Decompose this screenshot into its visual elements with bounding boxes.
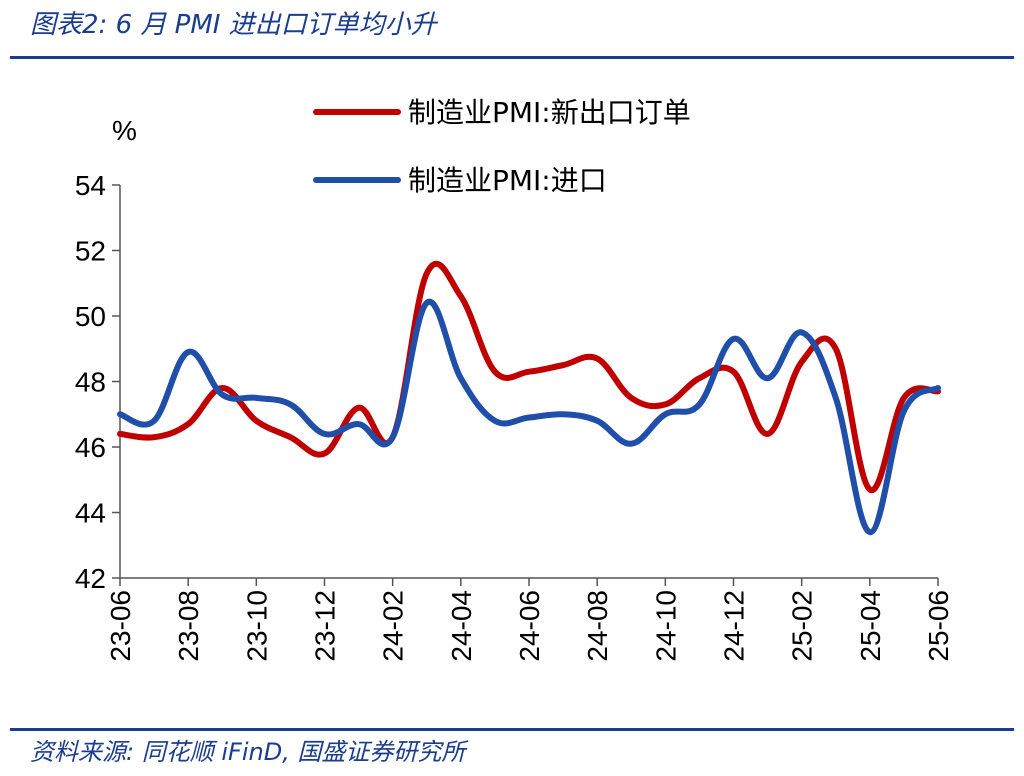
x-tick-label: 25-04 — [855, 590, 886, 662]
y-tick-label: 46 — [75, 432, 106, 463]
x-tick-label: 24-02 — [378, 590, 409, 662]
y-axis-unit-label: % — [112, 115, 137, 146]
x-tick-label: 24-10 — [650, 590, 681, 662]
y-tick-label: 48 — [75, 367, 106, 398]
x-tick-label: 24-08 — [582, 590, 613, 662]
x-tick-label: 24-06 — [514, 590, 545, 662]
y-tick-label: 44 — [75, 498, 106, 529]
x-tick-label: 23-08 — [173, 590, 204, 662]
y-tick-label: 42 — [75, 563, 106, 594]
x-tick-label: 25-06 — [923, 590, 954, 662]
x-axis: 23-06 23-08 23-10 23-12 24-02 24-04 24-06 24-08… — [105, 577, 954, 662]
y-tick-label: 50 — [75, 301, 106, 332]
x-tick-label: 24-12 — [719, 590, 750, 662]
x-tick-label: 23-12 — [310, 590, 341, 662]
x-tick-label: 23-10 — [241, 590, 272, 662]
top-divider — [10, 56, 1014, 59]
series-line-0 — [117, 260, 941, 493]
x-tick-label: 24-04 — [446, 590, 477, 662]
x-tick-label: 23-06 — [105, 590, 136, 662]
series-lines — [117, 260, 941, 536]
y-tick-label: 54 — [75, 170, 106, 201]
source-note: 资料来源: 同花顺 iFinD, 国盛证券研究所 — [30, 738, 466, 766]
legend-label-0: 制造业PMI:新出口订单 — [408, 96, 691, 129]
figure-title: 图表2: 6 月 PMI 进出口订单均小升 — [30, 10, 437, 40]
x-tick-label: 25-02 — [787, 590, 818, 662]
y-axis: 54 52 50 48 46 44 42 — [75, 170, 121, 594]
series-line-1 — [117, 298, 941, 536]
y-tick-label: 52 — [75, 236, 106, 267]
bottom-divider — [10, 728, 1014, 731]
legend-label-1: 制造业PMI:进口 — [408, 164, 607, 197]
